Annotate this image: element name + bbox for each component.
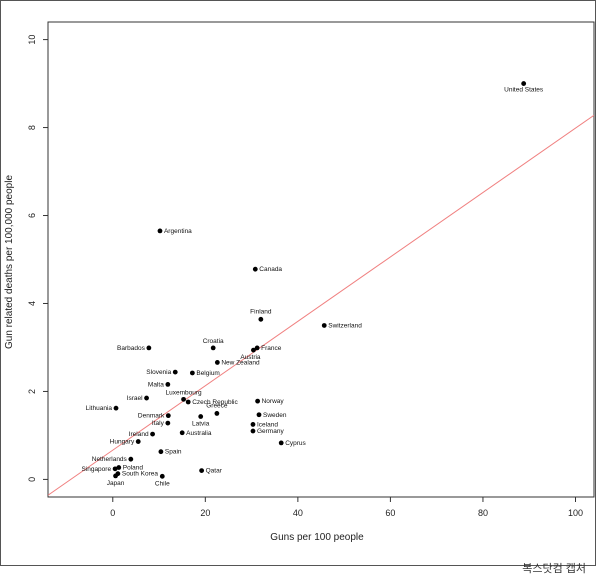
point-label: Argentina: [164, 228, 192, 235]
y-tick-label: 0: [27, 477, 37, 482]
data-point: [252, 266, 258, 272]
point-label: Norway: [262, 398, 285, 405]
point-label: Austria: [240, 354, 261, 361]
point-label: Spain: [165, 449, 182, 456]
data-point: [521, 81, 527, 86]
point-label: Canada: [259, 266, 282, 273]
data-point: [255, 398, 261, 404]
point-label: France: [261, 345, 282, 352]
point-label: Hungary: [110, 439, 135, 446]
point-label: Denmark: [138, 413, 165, 420]
plot-box: [47, 21, 595, 498]
point-label: Luxembourg: [166, 389, 203, 396]
point-label: Cyprus: [285, 440, 306, 447]
scatter-chart: 0 20 40 60 80 100 0 2 4 6 8 10 United States Argentin…: [4, 21, 595, 543]
point-label: Netherlands: [92, 456, 128, 463]
data-point: [210, 345, 216, 351]
data-point: [181, 396, 186, 402]
point-label: Germany: [257, 428, 284, 435]
data-point: [128, 456, 134, 462]
point-label: Iceland: [257, 421, 278, 428]
data-point: [144, 395, 149, 401]
point-label: Malta: [148, 381, 164, 388]
y-tick-label: 10: [27, 35, 37, 45]
x-tick-label: 80: [478, 508, 488, 518]
data-point: [250, 422, 256, 427]
point-label: Belgium: [196, 370, 219, 377]
point-label: Singapore: [81, 466, 111, 473]
data-point: [146, 345, 152, 351]
data-point: [250, 428, 256, 434]
credit-caption: 복스닷컴 캡처: [522, 563, 586, 575]
data-point: [157, 228, 163, 234]
x-axis-title: Guns per 100 people: [270, 532, 364, 543]
point-label: United States: [504, 87, 544, 94]
data-point: [113, 405, 119, 411]
point-label: Finland: [250, 308, 272, 315]
point-label: New Zealand: [221, 359, 260, 366]
point-label: Italy: [152, 420, 165, 427]
y-tick-label: 4: [27, 301, 37, 306]
point-label: Switzerland: [328, 322, 362, 329]
data-point: [116, 465, 122, 470]
data-point: [185, 399, 191, 405]
point-label: Chile: [155, 480, 170, 487]
y-tick-label: 8: [27, 125, 37, 130]
regression-line: [48, 114, 594, 496]
data-point: [172, 369, 178, 375]
data-point: [214, 360, 220, 365]
data-point: [165, 413, 171, 419]
data-point: [113, 473, 118, 479]
figure-frame: [0, 0, 596, 566]
data-point: [256, 412, 262, 418]
point-label: Slovenia: [146, 369, 171, 376]
data-point: [189, 370, 195, 376]
point-label: Ireland: [129, 431, 149, 438]
data-point: [112, 466, 118, 472]
data-point: [321, 323, 327, 328]
data-point: [254, 345, 260, 351]
y-tick-label: 2: [27, 389, 37, 394]
data-point: [159, 473, 165, 479]
y-tick-label: 6: [27, 213, 37, 218]
y-axis-title: Gun related deaths per 100,000 people: [4, 175, 15, 349]
point-label: Greece: [206, 402, 228, 409]
point-label: Czech Republic: [192, 399, 238, 406]
point-label: Lithuania: [86, 405, 113, 412]
point-label: Australia: [186, 430, 212, 437]
data-point: [278, 440, 284, 446]
point-label: Japan: [107, 480, 125, 487]
point-label: Qatar: [206, 468, 223, 475]
plot-area: 0 20 40 60 80 100 0 2 4 6 8 10 United States Argentin…: [27, 21, 595, 518]
data-point: [165, 382, 171, 387]
x-tick-label: 20: [200, 508, 210, 518]
point-label: Poland: [123, 465, 144, 472]
x-tick-label: 40: [293, 508, 303, 518]
point-label: Israel: [127, 395, 143, 402]
point-label: Sweden: [263, 412, 287, 419]
point-label: Latvia: [192, 421, 210, 428]
data-point: [165, 420, 171, 426]
point-label: South Korea: [122, 471, 159, 478]
x-tick-label: 0: [110, 508, 115, 518]
data-point: [198, 414, 204, 419]
data-point: [214, 411, 220, 416]
data-point: [199, 468, 205, 474]
data-point: [150, 431, 155, 437]
data-point: [158, 449, 164, 455]
x-tick-label: 100: [568, 508, 583, 518]
data-point: [251, 347, 256, 353]
data-point: [258, 316, 264, 322]
data-point: [179, 430, 185, 436]
x-tick-label: 60: [385, 508, 395, 518]
point-label: Barbados: [117, 345, 146, 352]
point-label: Croatia: [203, 338, 224, 345]
data-point: [135, 439, 141, 444]
